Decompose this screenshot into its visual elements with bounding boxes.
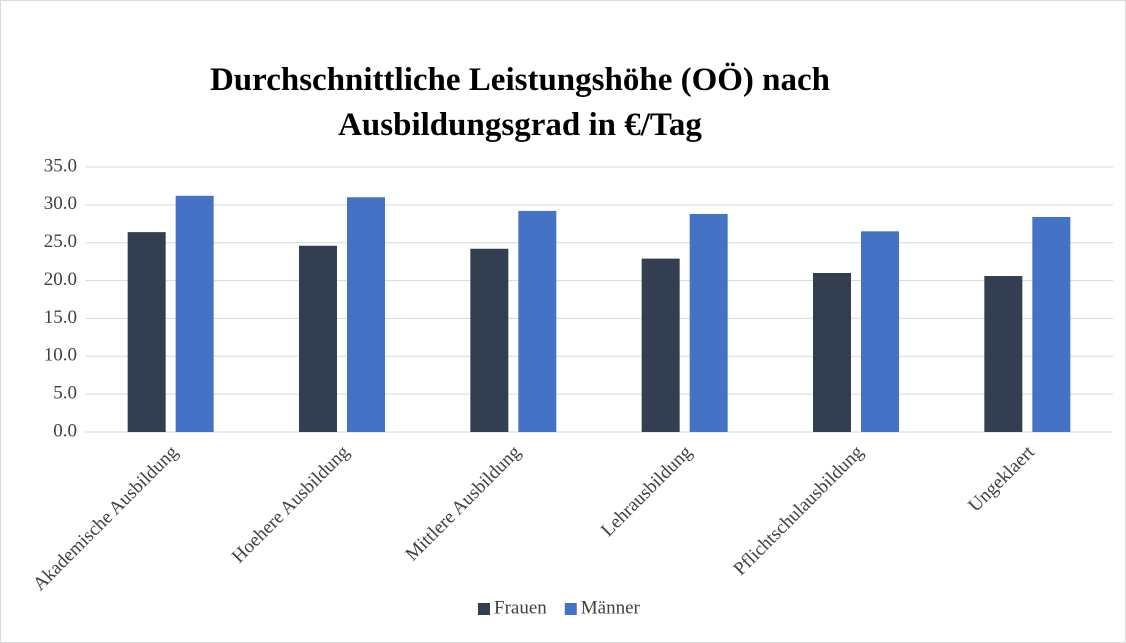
- y-tick-label: 15.0: [44, 307, 77, 328]
- y-tick-label: 30.0: [44, 193, 77, 214]
- bar: [689, 213, 728, 432]
- bar: [175, 195, 214, 432]
- bar: [347, 197, 385, 432]
- bar: [861, 231, 899, 432]
- y-tick-label: 0.0: [53, 420, 77, 441]
- legend-label: Männer: [581, 597, 641, 618]
- y-tick-label: 35.0: [44, 155, 77, 176]
- bar: [984, 276, 1023, 432]
- bar: [518, 210, 557, 432]
- y-tick-label: 20.0: [44, 269, 77, 290]
- bar: [299, 245, 337, 432]
- y-tick-label: 10.0: [44, 345, 77, 366]
- bar: [1032, 216, 1071, 432]
- legend-swatch: [564, 603, 577, 615]
- legend-label: Frauen: [494, 597, 547, 618]
- bar: [127, 232, 166, 432]
- bar: [641, 258, 680, 432]
- bar: [470, 248, 509, 432]
- legend-swatch: [478, 603, 490, 615]
- y-tick-label: 25.0: [44, 231, 77, 252]
- chart-title: Durchschnittliche Leistungshöhe (OÖ) nac…: [209, 62, 831, 143]
- y-tick-label: 5.0: [53, 383, 77, 404]
- bar: [813, 273, 851, 432]
